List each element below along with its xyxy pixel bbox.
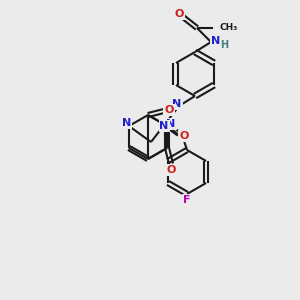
Text: O: O (179, 131, 189, 141)
Text: H: H (220, 40, 228, 50)
Text: N: N (159, 121, 169, 131)
Text: F: F (183, 195, 191, 205)
Text: O: O (174, 9, 184, 19)
Text: O: O (164, 105, 174, 115)
Text: CH₃: CH₃ (220, 23, 238, 32)
Text: N: N (212, 36, 220, 46)
Text: H: H (165, 105, 173, 115)
Text: N: N (122, 118, 132, 128)
Text: O: O (167, 165, 176, 175)
Text: N: N (167, 119, 176, 129)
Text: N: N (172, 99, 182, 109)
